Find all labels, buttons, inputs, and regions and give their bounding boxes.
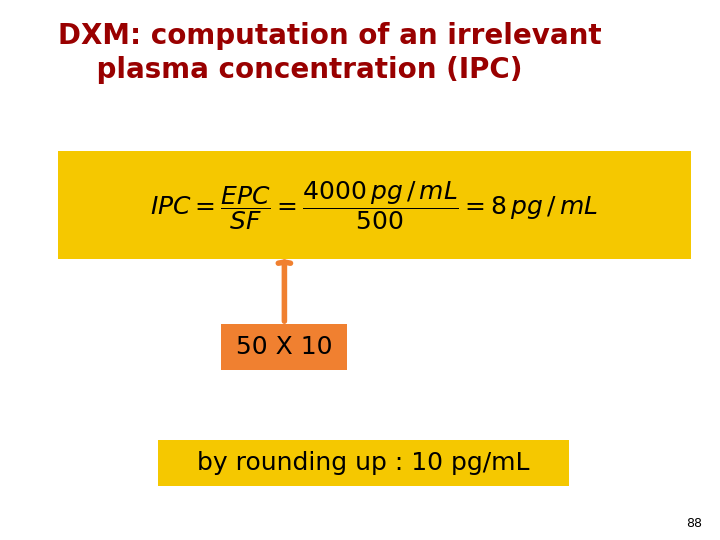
Text: 50 X 10: 50 X 10 xyxy=(236,335,333,359)
FancyBboxPatch shape xyxy=(222,324,347,370)
Text: $IPC = \dfrac{EPC}{SF} = \dfrac{4000\,pg\,/\,mL}{500} = 8\,pg\,/\,mL$: $IPC = \dfrac{EPC}{SF} = \dfrac{4000\,pg… xyxy=(150,179,598,232)
FancyBboxPatch shape xyxy=(158,440,569,486)
Text: DXM: computation of an irrelevant
    plasma concentration (IPC): DXM: computation of an irrelevant plasma… xyxy=(58,22,601,84)
FancyBboxPatch shape xyxy=(58,151,691,259)
Text: by rounding up : 10 pg/mL: by rounding up : 10 pg/mL xyxy=(197,451,530,475)
Text: 88: 88 xyxy=(686,517,702,530)
